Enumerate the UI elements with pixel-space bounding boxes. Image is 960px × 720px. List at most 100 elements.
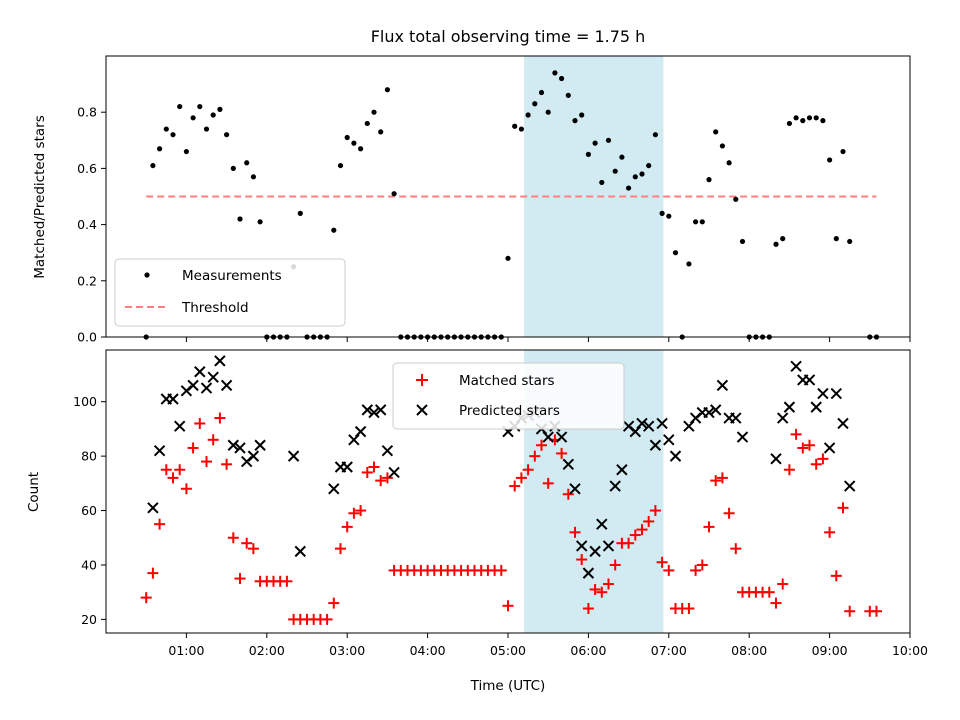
measurement-point — [217, 106, 223, 112]
matched-stars-point — [361, 466, 373, 478]
matched-stars-point — [623, 537, 635, 549]
measurement-point — [806, 115, 813, 121]
matched-stars-point — [871, 605, 882, 617]
measurement-point — [686, 261, 692, 267]
predicted-stars-point — [810, 401, 822, 413]
measurement-point — [739, 238, 746, 245]
predicted-stars-point — [361, 404, 374, 416]
measurement-point — [297, 210, 303, 216]
measurement-point — [706, 177, 712, 183]
legend-measurements-label: Measurements — [182, 268, 282, 284]
matched-stars-point — [180, 483, 192, 495]
matched-stars-point — [569, 526, 581, 538]
measurement-point — [331, 227, 337, 233]
matched-stars-point — [589, 583, 601, 595]
matched-stars-point — [797, 442, 809, 454]
predicted-stars-point — [388, 466, 400, 479]
measurement-point — [378, 129, 384, 135]
legend-threshold-label: Threshold — [181, 300, 249, 316]
measurement-point — [592, 140, 598, 146]
measurement-point — [780, 236, 786, 242]
matched-stars-point — [663, 564, 675, 576]
measurement-point — [726, 160, 732, 166]
matched-stars-point — [167, 472, 179, 484]
matched-stars-point — [824, 526, 836, 538]
predicted-stars-point — [542, 431, 554, 443]
predicted-stars-point — [602, 540, 615, 552]
measurement-point — [833, 236, 839, 242]
predicted-stars-point — [200, 382, 213, 394]
top-x-ticks — [185, 337, 911, 342]
matched-stars-point — [643, 515, 655, 527]
measurement-point — [786, 120, 793, 127]
measurement-point — [827, 157, 833, 163]
predicted-stars-point — [823, 442, 836, 454]
predicted-stars-point — [234, 442, 246, 454]
matched-stars-point — [348, 507, 360, 519]
x-tick-label: 06:00 — [570, 643, 606, 658]
matched-stars-point — [207, 434, 219, 446]
chart-title: Flux total observing time = 1.75 h — [371, 27, 646, 46]
matched-stars-point — [194, 417, 206, 429]
measurement-point — [559, 75, 565, 82]
matched-stars-point — [502, 600, 514, 612]
predicted-stars-point — [709, 404, 722, 416]
matched-stars-point — [321, 613, 333, 625]
matched-stars-point — [817, 453, 829, 465]
bottom-legend-box — [392, 362, 625, 430]
predicted-stars-point — [207, 371, 219, 383]
predicted-stars-point — [730, 412, 742, 424]
measurement-point — [639, 171, 645, 177]
measurement-point — [800, 118, 806, 124]
matched-stars-point — [341, 521, 353, 533]
measurement-point — [170, 132, 176, 138]
measurement-point — [358, 146, 364, 152]
top-axes-frame — [105, 55, 911, 338]
matched-stars-point — [596, 586, 608, 598]
measurement-point — [619, 154, 625, 160]
measurement-point — [157, 146, 163, 152]
predicted-stars-point — [716, 379, 729, 392]
x-tick-label: 08:00 — [731, 643, 767, 658]
predicted-stars-point — [736, 431, 749, 443]
matched-stars-point — [683, 603, 695, 615]
measurement-point — [512, 123, 518, 129]
measurement-point — [163, 126, 169, 132]
measurement-point — [337, 162, 344, 169]
predicted-stars-point — [227, 439, 240, 451]
bottom-y-tick-label: 20 — [81, 612, 97, 627]
top-y-axis: 0.0 0.2 0.4 0.6 0.8 — [77, 105, 106, 345]
x-tick-label: 01:00 — [168, 643, 204, 658]
measurement-point — [538, 89, 545, 96]
measurement-point — [344, 134, 350, 141]
matched-stars-point — [582, 603, 594, 615]
predicted-stars-point — [636, 417, 648, 430]
measurement-point — [505, 255, 511, 261]
x-tick-label: 10:00 — [892, 643, 928, 658]
predicted-stars-point — [803, 374, 816, 386]
matched-stars-point — [147, 567, 159, 579]
bottom-points-group — [140, 355, 882, 625]
matched-stars-point — [529, 450, 541, 462]
legend-matched-label: Matched stars — [459, 373, 555, 389]
predicted-stars-point — [649, 439, 662, 451]
predicted-stars-point — [328, 483, 340, 495]
predicted-stars-point — [348, 434, 360, 446]
matched-stars-point — [241, 537, 253, 549]
predicted-stars-point — [354, 425, 367, 438]
measurement-point — [525, 112, 531, 118]
matched-stars-point — [187, 442, 199, 454]
measurement-point — [237, 216, 243, 222]
predicted-stars-point — [843, 480, 856, 492]
measurement-point — [203, 126, 210, 132]
x-tick-label: 05:00 — [490, 643, 526, 658]
matched-stars-point — [696, 559, 708, 571]
predicted-stars-point — [147, 502, 159, 514]
matched-stars-point — [629, 529, 641, 541]
top-legend-box — [114, 258, 346, 327]
measurement-point — [552, 70, 558, 76]
predicted-stars-point — [575, 540, 588, 552]
matched-stars-point — [690, 564, 702, 576]
matched-stars-point — [730, 543, 742, 555]
